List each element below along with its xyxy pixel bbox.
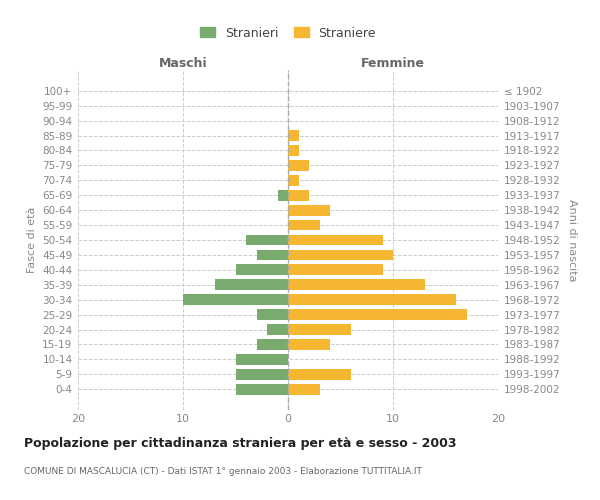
Text: Femmine: Femmine [361, 57, 425, 70]
Bar [288, 145, 299, 156]
Bar [288, 264, 383, 275]
Bar [267, 324, 288, 335]
Bar [235, 354, 288, 364]
Bar [288, 205, 330, 216]
Bar [288, 369, 351, 380]
Bar [235, 384, 288, 394]
Bar [288, 190, 309, 200]
Bar [288, 294, 456, 305]
Text: Maschi: Maschi [158, 57, 208, 70]
Bar [288, 234, 383, 246]
Bar [235, 264, 288, 275]
Text: Popolazione per cittadinanza straniera per età e sesso - 2003: Popolazione per cittadinanza straniera p… [24, 438, 457, 450]
Bar [288, 324, 351, 335]
Bar [257, 250, 288, 260]
Bar [288, 280, 425, 290]
Bar [288, 384, 320, 394]
Bar [183, 294, 288, 305]
Y-axis label: Anni di nascita: Anni di nascita [567, 198, 577, 281]
Bar [288, 220, 320, 230]
Bar [235, 369, 288, 380]
Bar [288, 309, 467, 320]
Bar [277, 190, 288, 200]
Text: COMUNE DI MASCALUCIA (CT) - Dati ISTAT 1° gennaio 2003 - Elaborazione TUTTITALIA: COMUNE DI MASCALUCIA (CT) - Dati ISTAT 1… [24, 468, 422, 476]
Bar [288, 160, 309, 171]
Bar [288, 175, 299, 186]
Bar [257, 309, 288, 320]
Y-axis label: Fasce di età: Fasce di età [26, 207, 37, 273]
Bar [257, 339, 288, 350]
Legend: Stranieri, Straniere: Stranieri, Straniere [196, 23, 380, 44]
Bar [288, 130, 299, 141]
Bar [288, 250, 393, 260]
Bar [246, 234, 288, 246]
Bar [288, 339, 330, 350]
Bar [215, 280, 288, 290]
